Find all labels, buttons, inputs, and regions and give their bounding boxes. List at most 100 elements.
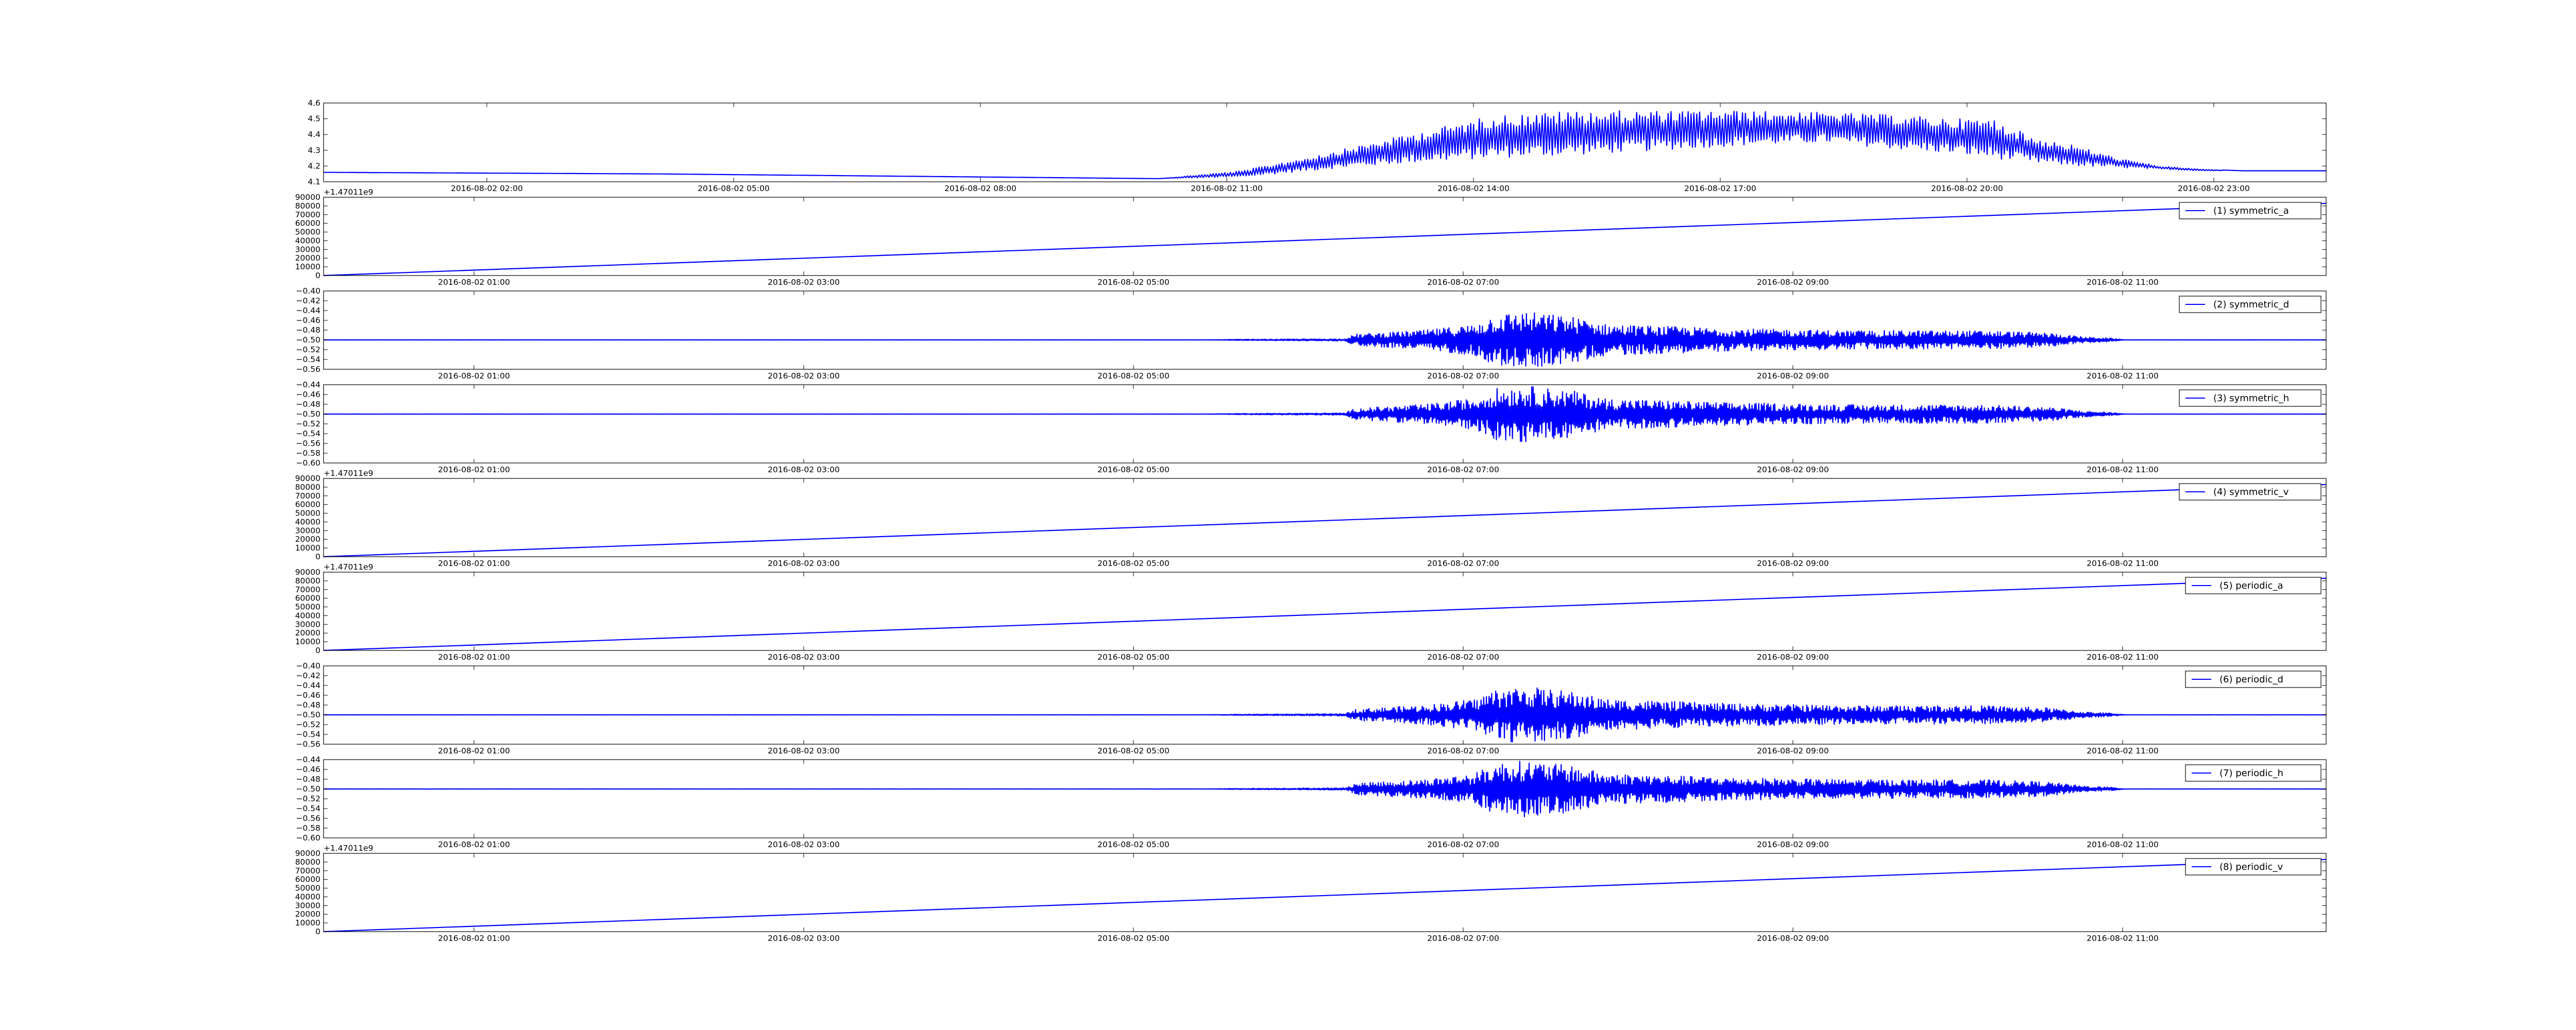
x-tick-label: 2016-08-02 01:00 bbox=[438, 934, 510, 943]
subplot-2: 0100002000030000400005000060000700008000… bbox=[295, 187, 2327, 287]
y-tick-label: 80000 bbox=[295, 483, 320, 492]
y-tick-label: 50000 bbox=[295, 603, 320, 612]
series-line bbox=[323, 859, 2327, 933]
x-tick-label: 2016-08-02 17:00 bbox=[1684, 184, 1756, 193]
y-tick-label: −0.48 bbox=[296, 325, 321, 335]
y-tick-label: 90000 bbox=[295, 193, 320, 202]
x-tick-label: 2016-08-02 11:00 bbox=[2087, 840, 2159, 849]
y-tick-label: 0 bbox=[315, 271, 320, 280]
y-tick-label: 80000 bbox=[295, 201, 320, 211]
y-tick-label: −0.42 bbox=[296, 296, 321, 305]
y-tick-label: −0.54 bbox=[296, 804, 321, 813]
subplot-8: −0.60−0.58−0.56−0.54−0.52−0.50−0.48−0.46… bbox=[296, 755, 2327, 849]
x-tick-label: 2016-08-02 11:00 bbox=[2087, 934, 2159, 943]
y-tick-label: 20000 bbox=[295, 253, 320, 263]
x-tick-label: 2016-08-02 01:00 bbox=[438, 746, 510, 756]
x-tick-label: 2016-08-02 05:00 bbox=[698, 184, 770, 193]
y-tick-label: −0.48 bbox=[296, 775, 321, 784]
y-tick-label: −0.56 bbox=[296, 814, 321, 823]
y-tick-label: 50000 bbox=[295, 884, 320, 893]
y-tick-label: −0.48 bbox=[296, 400, 321, 409]
x-tick-label: 2016-08-02 03:00 bbox=[768, 746, 840, 756]
y-tick-label: 80000 bbox=[295, 576, 320, 586]
y-tick-label: −0.52 bbox=[296, 794, 321, 803]
subplot-7: −0.56−0.54−0.52−0.50−0.48−0.46−0.44−0.42… bbox=[296, 661, 2327, 756]
y-tick-label: −0.46 bbox=[296, 765, 321, 774]
x-tick-label: 2016-08-02 09:00 bbox=[1757, 746, 1829, 756]
y-tick-label: 4.4 bbox=[308, 130, 320, 139]
x-tick-label: 2016-08-02 11:00 bbox=[2087, 278, 2159, 287]
y-tick-label: −0.56 bbox=[296, 740, 321, 749]
x-tick-label: 2016-08-02 03:00 bbox=[768, 840, 840, 849]
x-tick-label: 2016-08-02 01:00 bbox=[438, 278, 510, 287]
legend-label: (3) symmetric_h bbox=[2213, 393, 2289, 404]
y-tick-label: 30000 bbox=[295, 526, 320, 535]
y-tick-label: −0.58 bbox=[296, 823, 321, 833]
y-tick-label: 0 bbox=[315, 927, 320, 936]
x-tick-label: 2016-08-02 07:00 bbox=[1427, 653, 1499, 662]
y-tick-label: −0.40 bbox=[296, 286, 321, 296]
x-tick-label: 2016-08-02 02:00 bbox=[451, 184, 523, 193]
axis-offset-label: +1.47011e9 bbox=[324, 844, 373, 853]
y-tick-label: 40000 bbox=[295, 517, 320, 526]
x-tick-label: 2016-08-02 01:00 bbox=[438, 840, 510, 849]
y-tick-label: −0.40 bbox=[296, 661, 321, 671]
y-tick-label: 4.6 bbox=[308, 98, 320, 108]
plot-frame bbox=[323, 102, 2327, 182]
y-tick-label: 10000 bbox=[295, 637, 320, 646]
x-tick-label: 2016-08-02 09:00 bbox=[1757, 465, 1829, 474]
series-line bbox=[323, 110, 2326, 179]
x-tick-label: 2016-08-02 11:00 bbox=[2087, 371, 2159, 381]
plot-frame bbox=[323, 478, 2327, 557]
y-tick-label: 0 bbox=[315, 646, 320, 655]
x-tick-label: 2016-08-02 05:00 bbox=[1097, 371, 1170, 381]
y-tick-label: −0.54 bbox=[296, 429, 321, 438]
x-tick-label: 2016-08-02 07:00 bbox=[1427, 559, 1499, 568]
x-tick-label: 2016-08-02 20:00 bbox=[1931, 184, 2003, 193]
y-tick-label: −0.56 bbox=[296, 365, 321, 374]
x-tick-label: 2016-08-02 03:00 bbox=[768, 278, 840, 287]
y-tick-label: 20000 bbox=[295, 909, 320, 919]
axis-offset-label: +1.47011e9 bbox=[324, 469, 373, 478]
x-tick-label: 2016-08-02 09:00 bbox=[1757, 278, 1829, 287]
legend-box bbox=[2185, 671, 2321, 688]
y-tick-label: 4.1 bbox=[308, 177, 320, 186]
y-tick-label: 80000 bbox=[295, 857, 320, 867]
y-tick-label: −0.54 bbox=[296, 730, 321, 739]
series-line bbox=[323, 577, 2327, 651]
y-tick-label: −0.46 bbox=[296, 390, 321, 399]
x-tick-label: 2016-08-02 14:00 bbox=[1437, 184, 1510, 193]
x-tick-label: 2016-08-02 11:00 bbox=[2087, 746, 2159, 756]
y-tick-label: 40000 bbox=[295, 236, 320, 245]
y-tick-label: 90000 bbox=[295, 849, 320, 858]
y-tick-label: 90000 bbox=[295, 474, 320, 483]
x-tick-label: 2016-08-02 05:00 bbox=[1097, 465, 1170, 474]
plot-frame bbox=[323, 665, 2327, 745]
series-line bbox=[323, 687, 2327, 743]
x-tick-label: 2016-08-02 01:00 bbox=[438, 559, 510, 568]
y-tick-label: −0.56 bbox=[296, 439, 321, 448]
x-tick-label: 2016-08-02 05:00 bbox=[1097, 934, 1170, 943]
x-tick-label: 2016-08-02 11:00 bbox=[2087, 559, 2159, 568]
y-tick-label: 70000 bbox=[295, 866, 320, 876]
y-tick-label: −0.48 bbox=[296, 700, 321, 710]
x-tick-label: 2016-08-02 05:00 bbox=[1097, 653, 1170, 662]
y-tick-label: 4.3 bbox=[308, 146, 320, 155]
subplot-5: 0100002000030000400005000060000700008000… bbox=[295, 469, 2327, 568]
y-tick-label: 4.2 bbox=[308, 161, 320, 170]
y-tick-label: 60000 bbox=[295, 594, 320, 603]
series-line bbox=[323, 761, 2327, 817]
x-tick-label: 2016-08-02 01:00 bbox=[438, 465, 510, 474]
x-tick-label: 2016-08-02 09:00 bbox=[1757, 934, 1829, 943]
y-tick-label: 70000 bbox=[295, 491, 320, 501]
y-tick-label: −0.50 bbox=[296, 784, 321, 794]
subplot-3: −0.56−0.54−0.52−0.50−0.48−0.46−0.44−0.42… bbox=[296, 286, 2327, 381]
y-tick-label: −0.44 bbox=[296, 755, 321, 764]
y-tick-label: −0.52 bbox=[296, 720, 321, 729]
plot-frame bbox=[323, 759, 2327, 838]
axis-offset-label: +1.47011e9 bbox=[324, 562, 373, 572]
plot-frame bbox=[323, 572, 2327, 651]
y-tick-label: −0.52 bbox=[296, 345, 321, 354]
x-tick-label: 2016-08-02 23:00 bbox=[2178, 184, 2250, 193]
